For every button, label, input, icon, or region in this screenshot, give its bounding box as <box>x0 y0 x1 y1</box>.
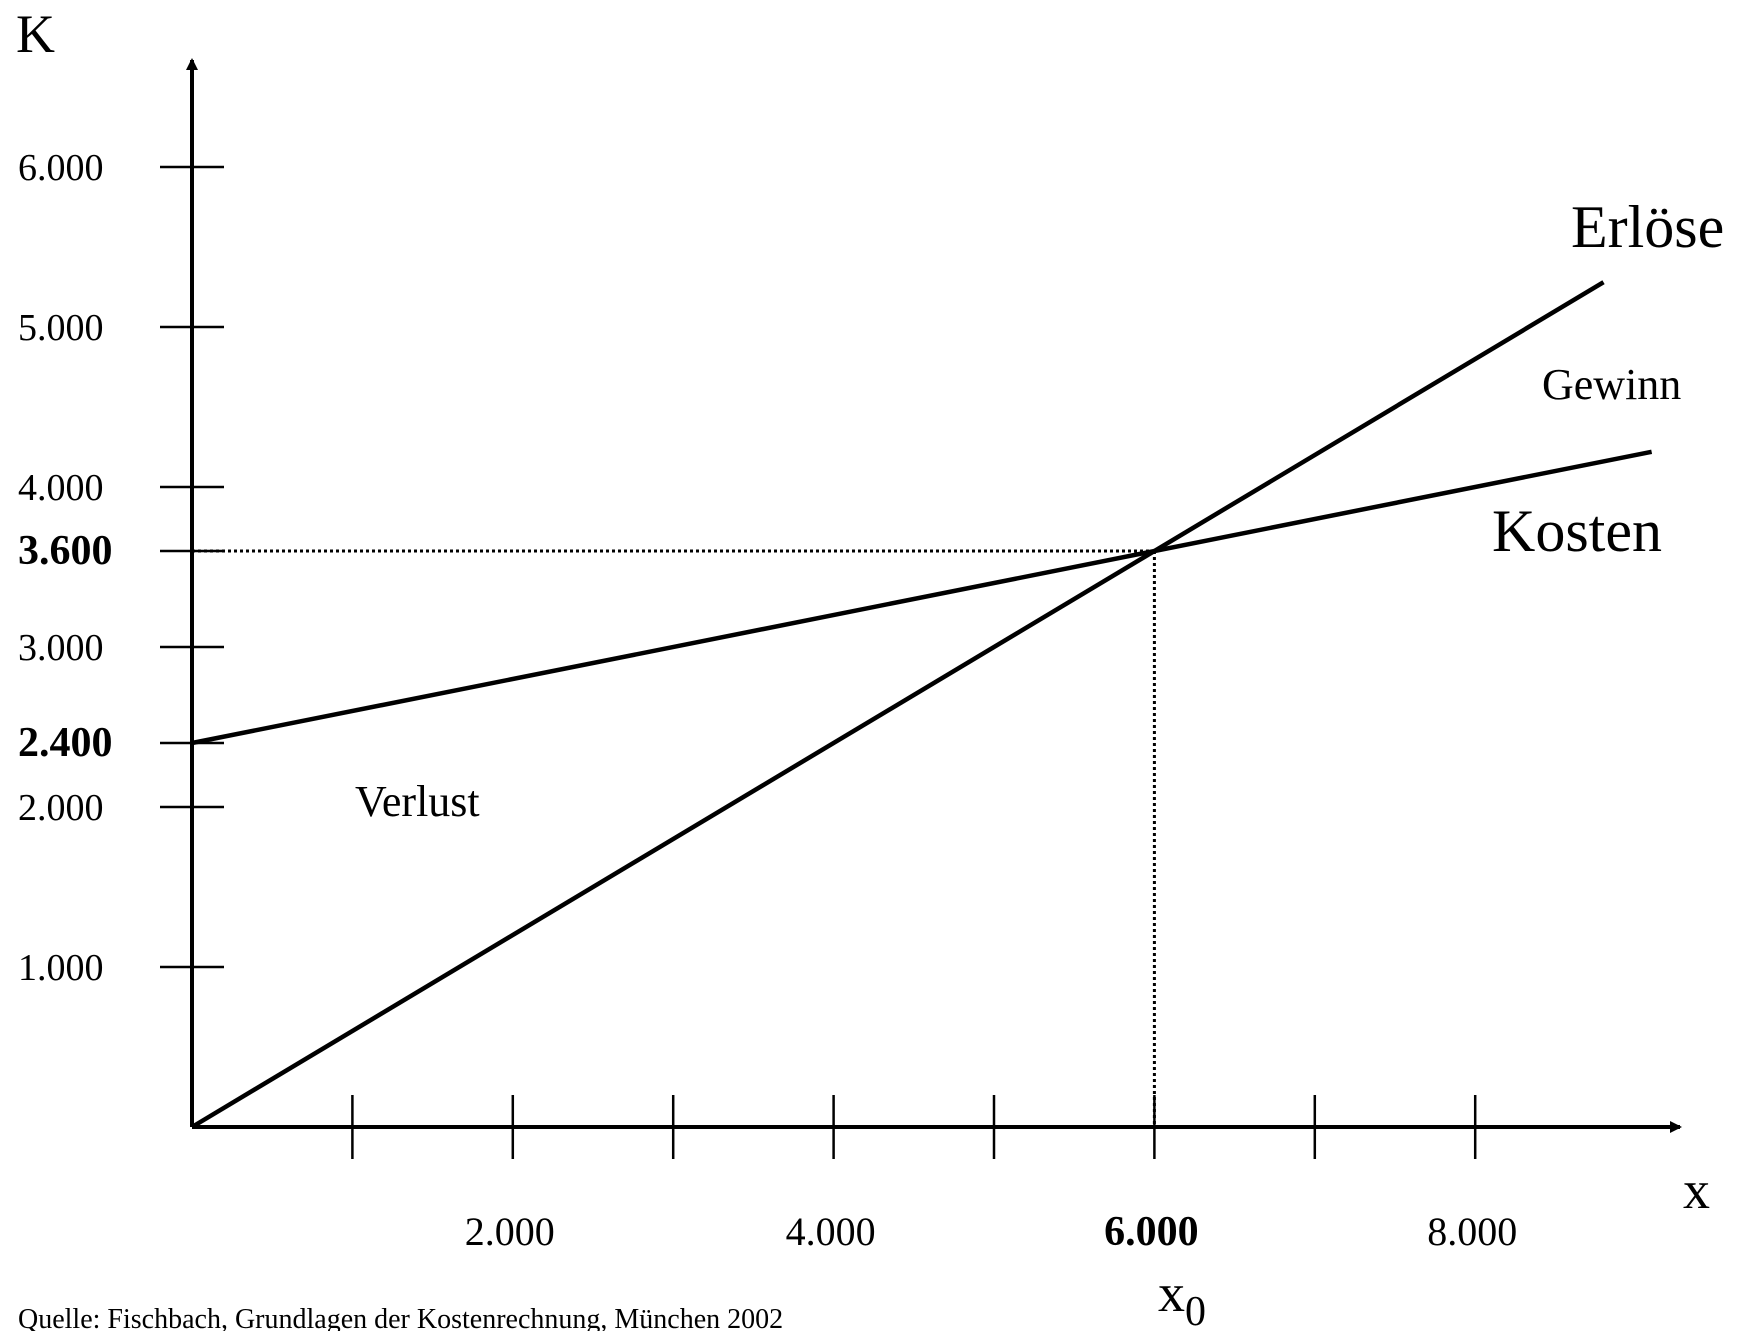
axis-ticks <box>160 165 1477 1159</box>
profit-area-label: Gewinn <box>1542 360 1681 409</box>
y-tick-label-5000: 5.000 <box>18 307 104 349</box>
break-even-guides <box>192 549 1156 1127</box>
loss-area-label: Verlust <box>355 777 480 826</box>
series-line-kosten <box>191 449 1653 746</box>
y-tick-label-6000: 6.000 <box>18 147 104 189</box>
y-tick-label-4000: 4.000 <box>18 467 104 509</box>
axes <box>186 58 1682 1133</box>
axis-tick-labels: 6.000 5.000 4.000 3.600 3.000 2.400 2.000 1.000… <box>18 147 1517 1255</box>
y-tick-label-3600: 3.600 <box>18 528 113 574</box>
series-line-erloese <box>190 280 1605 1129</box>
x-tick-label-8000: 8.000 <box>1427 1209 1517 1254</box>
series-label-erloese: Erlöse <box>1571 194 1724 260</box>
y-tick-label-3000: 3.000 <box>18 627 104 669</box>
y-axis-label: K <box>16 4 55 64</box>
x-tick-label-2000: 2.000 <box>465 1209 555 1254</box>
y-tick-label-2400: 2.400 <box>18 720 113 766</box>
break-even-x-label: x0 <box>1158 1263 1206 1331</box>
x-tick-label-4000: 4.000 <box>786 1209 876 1254</box>
y-tick-label-2000: 2.000 <box>18 787 104 829</box>
x-tick-label-6000: 6.000 <box>1104 1209 1199 1255</box>
break-even-x-label-main: x <box>1158 1263 1185 1323</box>
series-label-kosten: Kosten <box>1492 498 1662 564</box>
y-tick-label-1000: 1.000 <box>18 947 104 989</box>
source-note: Quelle: Fischbach, Grundlagen der Kosten… <box>18 1304 783 1331</box>
break-even-x-label-subscript: 0 <box>1185 1289 1206 1331</box>
x-axis-label: x <box>1683 1160 1710 1220</box>
series-lines <box>190 280 1653 1129</box>
